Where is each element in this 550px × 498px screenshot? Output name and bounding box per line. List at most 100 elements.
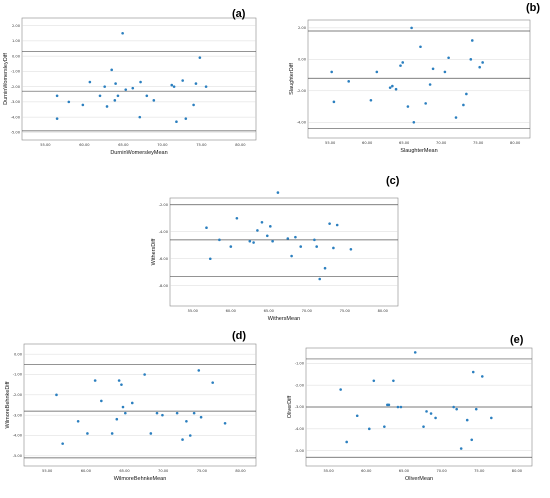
- x-tick-label: 70.00: [158, 469, 169, 473]
- panel-c: -2.00 -4.00 -6.00 -8.00 55.00 60.00 65.00 70.00…: [140, 170, 412, 330]
- panel-b: 2.00 0.00 -2.00 -4.00 55.00 60.00 65.00 70.00 75…: [278, 0, 550, 160]
- data-point: [185, 419, 188, 423]
- data-point: [114, 82, 117, 85]
- data-point: [332, 246, 335, 250]
- x-axis-title: DurninWomersleyMean: [110, 150, 167, 156]
- x-tick-label: 65.00: [264, 309, 275, 313]
- data-point: [139, 80, 142, 84]
- data-point: [88, 80, 92, 84]
- y-tick-label: -4.00: [159, 230, 169, 234]
- plot-frame: [169, 197, 399, 307]
- y-tick-label: -2.00: [297, 89, 307, 93]
- x-tick-label: 55.00: [42, 469, 53, 473]
- x-tick-label: 65.00: [399, 469, 410, 473]
- y-tick-label: 2.00: [12, 24, 21, 28]
- data-point: [172, 85, 176, 88]
- y-tick-label: -1.00: [11, 70, 21, 74]
- y-tick-label: -1.00: [13, 373, 23, 377]
- panel-d: 0.00 -1.00 -2.00 -3.00 -4.00 -5.00 55.00 60.00 6…: [0, 326, 272, 496]
- data-point: [161, 413, 164, 417]
- data-point: [188, 434, 192, 437]
- data-point: [130, 401, 134, 405]
- y-tick-label: 2.00: [298, 26, 307, 30]
- y-tick-label: -2.00: [295, 383, 305, 387]
- y-tick-label: -3.00: [295, 405, 305, 409]
- y-tick-label: -1.00: [295, 361, 305, 365]
- data-point: [465, 418, 469, 422]
- x-axis-title: OliverMean: [405, 476, 433, 482]
- y-tick-label: 0.00: [12, 54, 21, 58]
- y-tick-label: -4.00: [11, 115, 21, 119]
- data-point: [110, 432, 114, 435]
- x-tick-label: 75.00: [196, 143, 207, 147]
- y-tick-label: -2.00: [159, 203, 169, 207]
- x-tick-label: 80.00: [510, 141, 521, 145]
- x-tick-label: 55.00: [323, 469, 334, 473]
- data-point: [410, 26, 413, 30]
- x-tick-label: 55.00: [325, 141, 336, 145]
- data-point: [218, 238, 221, 242]
- data-point: [86, 432, 89, 435]
- data-point: [204, 85, 208, 88]
- data-point: [100, 399, 103, 403]
- data-point: [391, 84, 394, 88]
- y-tick-label: -4.00: [297, 120, 307, 124]
- x-tick-label: 60.00: [81, 469, 92, 473]
- x-tick-label: 60.00: [79, 143, 90, 147]
- data-point: [383, 425, 386, 428]
- y-tick-label: -4.00: [295, 427, 305, 431]
- data-point: [401, 61, 405, 64]
- data-point: [490, 416, 493, 420]
- data-point: [269, 225, 272, 228]
- data-point: [474, 407, 478, 411]
- data-point: [425, 410, 428, 413]
- data-point: [208, 257, 212, 261]
- panel-d-letter: (d): [232, 330, 247, 342]
- bland-altman-plot-e: -1.00 -2.00 -3.00 -4.00 -5.00 55.00 60.00 65.00…: [287, 347, 533, 482]
- x-tick-label: 65.00: [118, 143, 129, 147]
- data-point: [372, 379, 376, 383]
- data-point: [413, 351, 417, 354]
- data-point: [470, 438, 474, 442]
- y-axis-title: WithersDiff: [151, 238, 157, 265]
- data-point: [175, 120, 178, 123]
- data-point: [181, 438, 184, 441]
- data-point: [55, 393, 58, 397]
- x-tick-label: 60.00: [361, 469, 372, 473]
- y-tick-label: 1.00: [12, 39, 21, 43]
- data-point: [481, 61, 484, 64]
- x-tick-label: 75.00: [473, 141, 484, 145]
- data-point: [103, 85, 106, 88]
- data-point: [388, 86, 392, 89]
- data-point: [131, 86, 135, 90]
- y-tick-label: -2.00: [11, 85, 21, 89]
- data-point: [387, 403, 391, 407]
- x-tick-label: 80.00: [235, 469, 246, 473]
- data-point: [67, 100, 71, 104]
- data-point: [455, 407, 458, 411]
- panel-e: -1.00 -2.00 -3.00 -4.00 -5.00 55.00 60.00 65.00…: [278, 326, 550, 496]
- y-tick-label: 0.00: [298, 58, 307, 62]
- data-point: [480, 375, 484, 378]
- data-point: [419, 45, 422, 49]
- data-point: [76, 419, 80, 423]
- data-point: [256, 229, 259, 232]
- data-point: [199, 415, 203, 419]
- data-point: [332, 100, 336, 104]
- data-point: [399, 405, 403, 409]
- bland-altman-plot-d: 0.00 -1.00 -2.00 -3.00 -4.00 -5.00 55.00 60.00 6…: [5, 343, 257, 482]
- y-tick-label: -3.00: [13, 413, 23, 417]
- data-point: [290, 254, 293, 258]
- data-point: [478, 65, 481, 69]
- data-point: [192, 103, 195, 107]
- data-point: [170, 83, 174, 87]
- panel-a: 2.00 1.00 0.00 -1.00 -2.00 -3.00 -4.00 -5.00 55.…: [0, 0, 272, 160]
- data-point: [181, 79, 184, 82]
- data-point: [175, 411, 179, 415]
- data-point: [299, 245, 303, 248]
- data-point: [375, 70, 379, 74]
- data-point: [347, 80, 350, 83]
- data-point: [434, 416, 437, 420]
- plot-frame: [23, 343, 257, 467]
- data-point: [205, 226, 208, 229]
